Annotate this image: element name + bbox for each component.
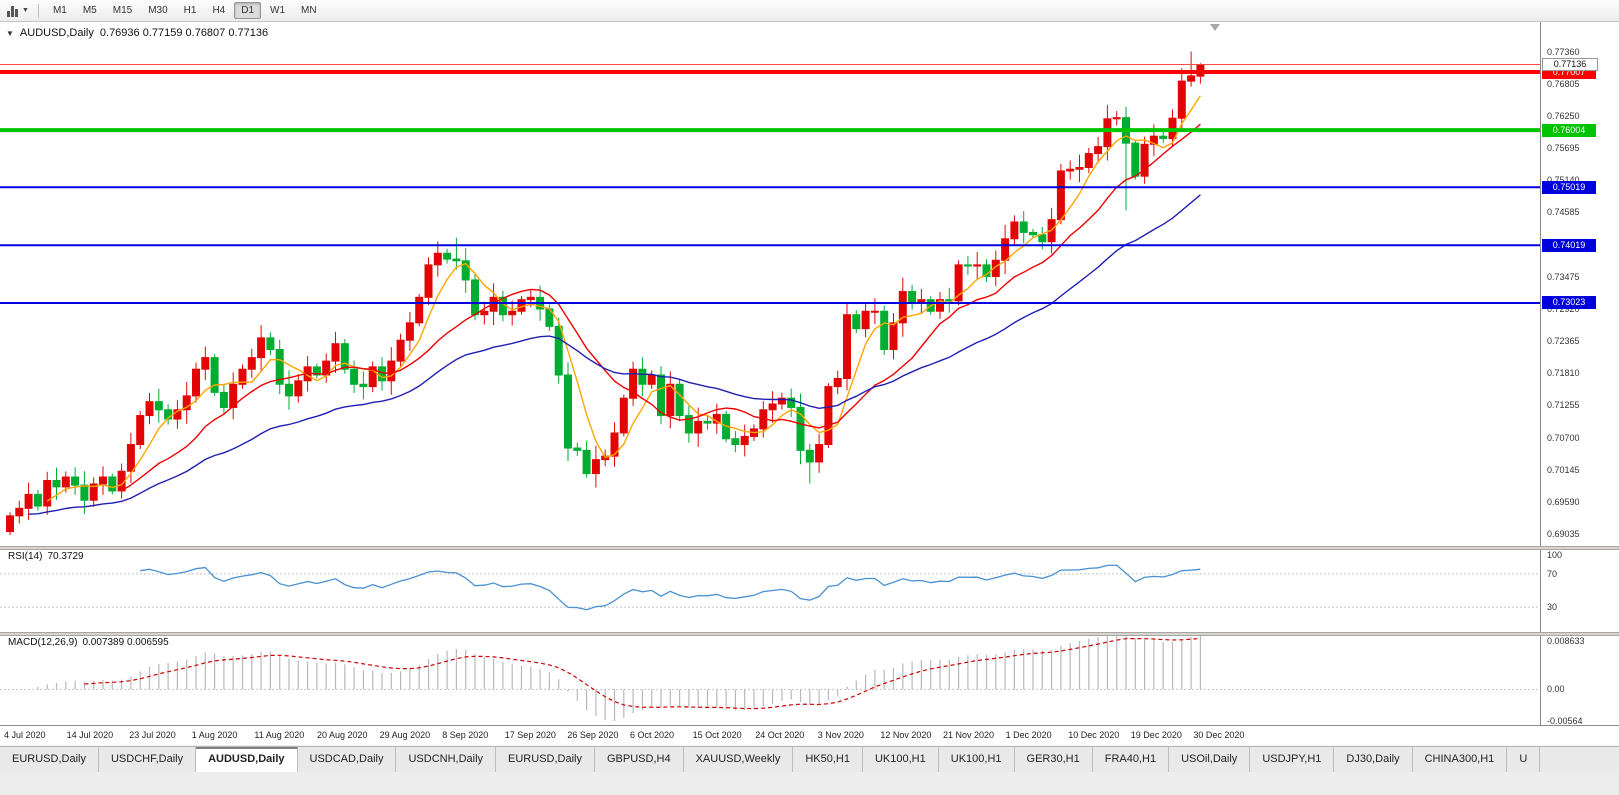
chart-tab-usdchf-daily[interactable]: USDCHF,Daily — [98, 747, 197, 772]
macd-axis-label: 0.00 — [1547, 684, 1565, 695]
rsi-axis-label: 100 — [1547, 550, 1563, 560]
timeframe-button-m1[interactable]: M1 — [52, 5, 67, 16]
y-axis-tick: 0.72365 — [1547, 336, 1580, 347]
timeframe-button-m30[interactable]: M30 — [148, 5, 168, 16]
y-axis-tick: 0.77360 — [1547, 46, 1580, 57]
chart-tab-u[interactable]: U — [1507, 747, 1541, 772]
x-axis-label: 8 Sep 2020 — [442, 730, 489, 740]
chart-tab-usoil-daily[interactable]: USOil,Daily — [1169, 747, 1251, 772]
x-axis-label: 4 Jul 2020 — [4, 730, 46, 740]
chart-periods-icon[interactable] — [7, 5, 18, 17]
rsi-label: RSI(14) — [8, 551, 43, 562]
rsi-axis-label: 70 — [1547, 568, 1558, 579]
x-axis-label: 29 Aug 2020 — [379, 730, 431, 740]
rsi-axis-label: 30 — [1547, 602, 1558, 613]
chart-tab-bar: EURUSD,Daily USDCHF,Daily AUDUSD,Daily USDC… — [0, 746, 1619, 772]
hline-price-label[interactable]: 0.73023 — [1542, 296, 1596, 310]
chart-shift-marker-icon[interactable] — [1210, 24, 1220, 31]
chart-tab-usdjpy-h1[interactable]: USDJPY,H1 — [1250, 747, 1335, 772]
y-axis-tick: 0.75695 — [1547, 143, 1580, 154]
chart-tab-fra40-h1[interactable]: FRA40,H1 — [1092, 747, 1170, 772]
y-axis-tick: 0.71255 — [1547, 400, 1580, 411]
chart-tab-usdcnh-daily[interactable]: USDCNH,Daily — [396, 747, 497, 772]
x-axis-label: 15 Oct 2020 — [692, 730, 742, 740]
macd-values: 0.007389 0.006595 — [82, 637, 169, 648]
chart-tab-gbpusd-h4[interactable]: GBPUSD,H4 — [595, 747, 684, 772]
x-axis-label: 6 Oct 2020 — [630, 730, 675, 740]
chart-tab-hk50-h1[interactable]: HK50,H1 — [793, 747, 863, 772]
timeframe-button-m15[interactable]: M15 — [112, 5, 133, 16]
x-axis-label: 20 Aug 2020 — [317, 730, 368, 740]
x-axis-label: 26 Sep 2020 — [567, 730, 619, 740]
x-axis-label: 3 Nov 2020 — [817, 730, 864, 740]
x-axis-label: 19 Dec 2020 — [1130, 730, 1182, 740]
y-axis-tick: 0.76250 — [1547, 110, 1580, 121]
dropdown-caret-icon[interactable]: ▼ — [22, 7, 29, 14]
y-axis-tick: 0.76805 — [1547, 78, 1580, 89]
macd-label: MACD(12,26,9) — [8, 637, 78, 648]
chart-tab-uk100-h1[interactable]: UK100,H1 — [862, 747, 939, 772]
chart-ohlc-values: 0.76936 0.77159 0.76807 0.77136 — [99, 27, 269, 39]
x-axis-label: 30 Dec 2020 — [1193, 730, 1245, 740]
macd-axis-label: -0.00564 — [1547, 716, 1583, 726]
toolbar-separator — [37, 3, 39, 18]
chart-title-line: ▼ AUDUSD,Daily 0.76936 0.77159 0.76807 0… — [6, 27, 268, 39]
hline-price-label[interactable]: 0.76004 — [1542, 123, 1596, 137]
chart-canvas[interactable] — [0, 22, 1619, 725]
top-toolbar: ▼ M1 M5 M15 M30 H1 H4 D1 W1 MN — [0, 0, 1619, 22]
bottom-strip — [0, 772, 1619, 795]
pane-separator-rsi[interactable] — [0, 546, 1619, 550]
pane-separator-macd[interactable] — [0, 632, 1619, 636]
hline-price-label[interactable]: 0.74019 — [1542, 238, 1596, 252]
current-price-label: 0.77136 — [1542, 58, 1598, 72]
time-axis[interactable]: 4 Jul 2020 14 Jul 2020 23 Jul 2020 1 Aug 20… — [0, 725, 1619, 745]
chart-tab-eurusd-daily[interactable]: EURUSD,Daily — [0, 747, 99, 772]
y-axis-tick: 0.73475 — [1547, 271, 1580, 282]
y-axis-tick: 0.74585 — [1547, 207, 1580, 218]
macd-pane-label: MACD(12,26,9) 0.007389 0.006595 — [8, 637, 169, 648]
chart-tab-xauusd-weekly[interactable]: XAUUSD,Weekly — [683, 747, 794, 772]
timeframe-button-w1[interactable]: W1 — [270, 5, 286, 16]
chart-symbol-label: AUDUSD,Daily — [19, 27, 94, 39]
x-axis-label: 24 Oct 2020 — [755, 730, 805, 740]
x-axis-label: 11 Aug 2020 — [254, 730, 305, 740]
x-axis-label: 21 Nov 2020 — [943, 730, 995, 740]
chart-tab-china300-h1[interactable]: CHINA300,H1 — [1412, 747, 1508, 772]
y-axis-tick: 0.70145 — [1547, 464, 1580, 475]
x-axis-label: 12 Nov 2020 — [880, 730, 932, 740]
chart-tab-ger30-h1[interactable]: GER30,H1 — [1014, 747, 1093, 772]
x-axis-label: 10 Dec 2020 — [1068, 730, 1120, 740]
timeframe-button-h4[interactable]: H4 — [212, 5, 226, 16]
timeframe-button-h1[interactable]: H1 — [183, 5, 197, 16]
chart-expander-icon[interactable]: ▼ — [6, 28, 14, 38]
chart-tab-uk100-h1[interactable]: UK100,H1 — [938, 747, 1015, 772]
hline-price-label[interactable]: 0.75019 — [1542, 180, 1596, 194]
rsi-pane-label: RSI(14) 70.3729 — [8, 551, 84, 562]
chart-tab-dj30-daily[interactable]: DJ30,Daily — [1334, 747, 1413, 772]
rsi-value: 70.3729 — [47, 551, 84, 562]
y-axis-tick: 0.70700 — [1547, 432, 1580, 443]
y-axis-tick: 0.69035 — [1547, 529, 1580, 540]
y-axis-tick: 0.75140 — [1547, 175, 1580, 185]
chart-tab-usdcad-daily[interactable]: USDCAD,Daily — [297, 747, 397, 772]
chart-tab-audusd-daily[interactable]: AUDUSD,Daily — [196, 747, 298, 772]
x-axis-label: 17 Sep 2020 — [504, 730, 556, 740]
x-axis-label: 23 Jul 2020 — [129, 730, 176, 740]
macd-axis-label: 0.008633 — [1547, 636, 1585, 646]
timeframe-button-m5[interactable]: M5 — [82, 5, 97, 16]
timeframe-button-d1[interactable]: D1 — [234, 2, 262, 19]
x-axis-label: 1 Dec 2020 — [1005, 730, 1052, 740]
x-axis-label: 14 Jul 2020 — [66, 730, 114, 740]
timeframe-button-group: M1 M5 M15 M30 H1 H4 D1 W1 MN — [45, 2, 325, 19]
x-axis-label: 1 Aug 2020 — [191, 730, 238, 740]
timeframe-button-mn[interactable]: MN — [301, 5, 317, 16]
y-axis-tick: 0.69590 — [1547, 496, 1580, 507]
price-axis-border — [1540, 22, 1541, 725]
y-axis-tick: 0.71810 — [1547, 368, 1580, 379]
chart-tab-eurusd-daily[interactable]: EURUSD,Daily — [496, 747, 595, 772]
